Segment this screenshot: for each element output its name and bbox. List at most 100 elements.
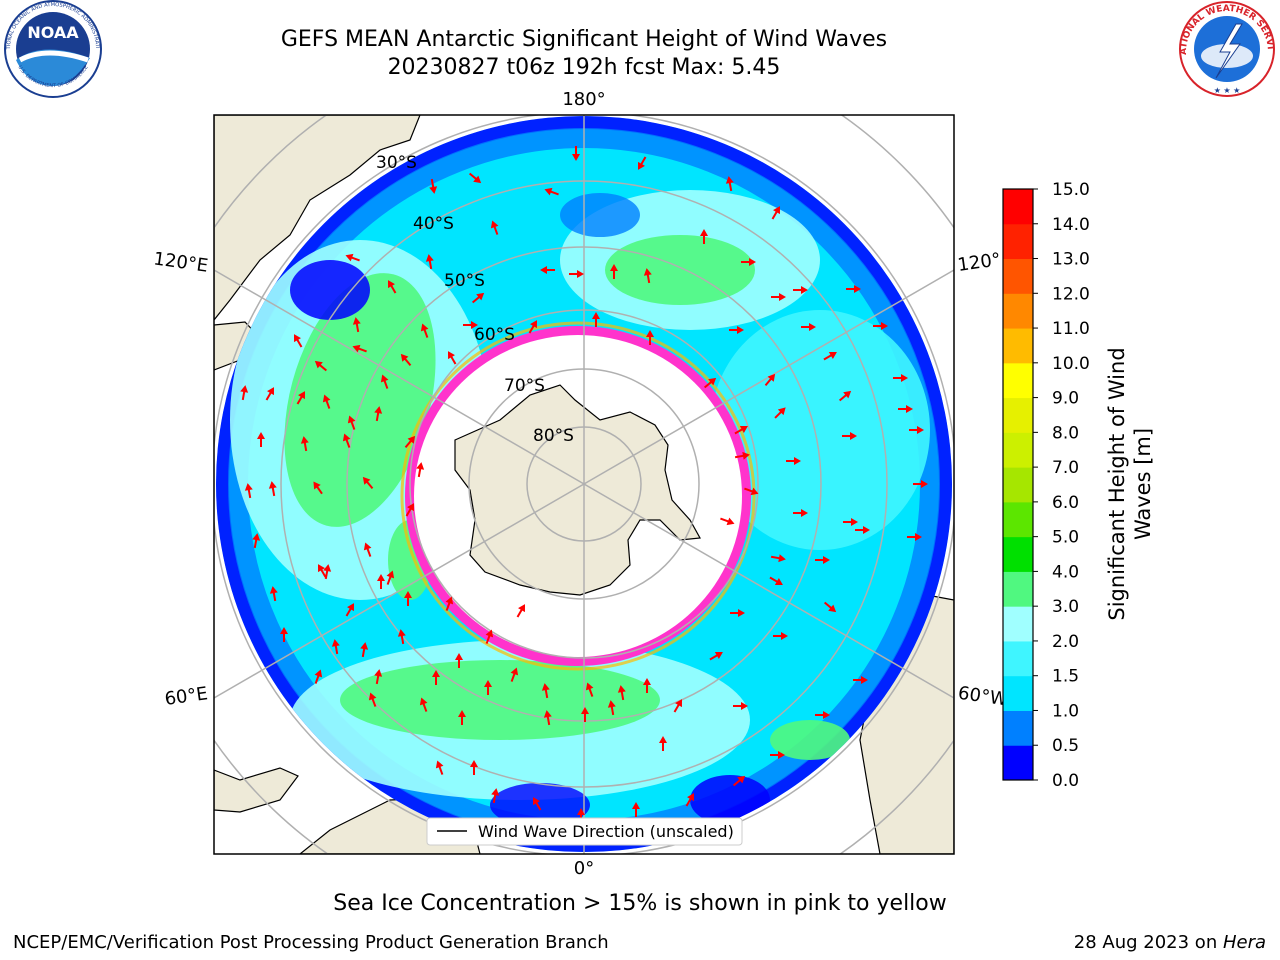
lat-label: 80°S [533,426,574,446]
wave-direction-arrow [432,670,440,685]
wave-direction-arrow [244,483,253,499]
wave-direction-arrow [617,685,626,701]
wave-direction-arrow [643,678,651,693]
wave-direction-arrow [345,603,354,617]
wave-direction-arrow [898,405,913,413]
svg-text:Wind Wave Direction (unscaled): Wind Wave Direction (unscaled) [478,822,734,841]
wave-direction-arrow [543,710,552,726]
lat-label: 60°S [474,325,515,345]
wave-direction-arrow [540,266,555,274]
wave-direction-arrow [362,476,374,490]
wave-direction-arrow [470,760,478,775]
wave-direction-arrow [770,554,786,563]
colorbar: 0.0 0.5 1.0 1.5 2.0 3.0 4.0 5.0 6.0 7.0 8.0 9.0 10.0… [1002,180,1090,791]
colorbar-tick-label: 15.0 [1052,180,1090,200]
wave-direction-arrow [823,601,837,613]
wave-direction-arrow [313,481,323,495]
wave-direction-arrow [770,751,785,759]
wave-direction-arrow [419,697,428,712]
colorbar-tick-label: 12.0 [1052,284,1090,304]
wave-direction-arrow [323,564,332,580]
wave-direction-arrow [269,586,278,602]
wave-direction-arrow [838,390,852,402]
wave-direction-arrow [314,669,323,684]
wave-direction-arrow [352,317,361,333]
lon-label: 60°E [163,683,209,710]
wave-direction-arrow [846,285,861,293]
wave-direction-arrow [646,330,654,345]
footer-host: Hera [1222,932,1266,953]
wave-direction-arrow [592,312,600,327]
wave-direction-arrow [793,286,808,294]
wave-direction-arrow [425,254,434,270]
colorbar-segment [1003,432,1033,468]
colorbar-tick-label: 9.0 [1052,389,1079,409]
wave-direction-arrow [322,394,331,409]
wave-direction-arrow [607,700,616,716]
wave-direction-arrow [420,323,429,338]
wave-direction-arrow [842,432,857,440]
wave-direction-arrow [843,518,858,526]
wave-direction-arrow [643,268,652,284]
wave-direction-arrow [528,320,537,334]
colorbar-tick-label: 14.0 [1052,215,1090,235]
colorbar-tick-label: 10.0 [1052,354,1090,374]
wave-direction-arrow [386,570,395,585]
colorbar-segment [1003,501,1033,538]
wind-wave-arrows [240,146,928,823]
wave-direction-arrow [909,426,924,434]
wave-direction-arrow [733,702,748,710]
wave-direction-arrow [468,172,482,184]
colorbar-segment [1003,467,1033,503]
colorbar-tick-label: 7.0 [1052,458,1079,478]
wave-direction-arrow [913,480,928,488]
wave-direction-arrow [907,533,922,541]
colorbar-tick-label: 1.0 [1052,701,1079,721]
wave-direction-arrow [638,156,647,170]
wave-direction-arrow [771,206,780,220]
wave-direction-arrow [363,542,372,557]
lat-label: 70°S [504,376,545,396]
wave-direction-arrow [610,264,618,279]
wave-direction-arrow [855,526,870,534]
wave-direction-arrow [347,415,356,430]
wave-direction-arrow [374,669,383,685]
wave-direction-arrow [397,629,406,645]
colorbar-segment [1003,606,1033,642]
colorbar-tick-label: 0.5 [1052,736,1079,756]
footer-date: 28 Aug 2023 on Hera [1074,932,1266,953]
wave-direction-arrow [544,187,559,196]
wave-direction-arrow [815,556,830,564]
wave-direction-arrow [491,788,500,804]
wave-direction-arrow [485,629,494,644]
lon-label: 60°W [957,683,1009,711]
wave-direction-arrow [374,406,383,422]
colorbar-segment [1003,258,1033,294]
colorbar-segment [1003,293,1033,329]
wave-direction-arrow [345,253,360,262]
wave-direction-arrow [569,270,584,278]
wave-direction-arrow [516,604,525,618]
antarctica [454,384,701,596]
wave-direction-arrow [823,352,837,361]
colorbar-segment [1003,223,1033,260]
wave-direction-arrow [300,436,309,452]
wave-direction-arrow [360,642,369,658]
wave-direction-arrow [404,591,412,606]
wave-direction-arrow [703,377,717,389]
wave-direction-arrow [709,652,723,661]
wave-direction-arrow [294,334,303,348]
colorbar-tick-label: 8.0 [1052,423,1079,443]
wave-direction-arrow [720,517,735,526]
colorbar-tick-label: 4.0 [1052,562,1079,582]
svg-text:★ ★ ★: ★ ★ ★ [1214,86,1241,95]
wave-direction-arrow [774,407,786,419]
wave-direction-arrow [318,564,327,578]
wave-direction-arrow [435,760,444,775]
sea-ice-note: Sea Ice Concentration > 15% is shown in … [333,891,947,916]
wave-direction-arrow [632,802,640,817]
colorbar-tick-label: 0.0 [1052,771,1079,791]
wave-direction-arrow [541,683,550,699]
noaa-logo: NOAA NATIONAL OCEANIC AND ATMOSPHERIC AD… [2,0,102,98]
